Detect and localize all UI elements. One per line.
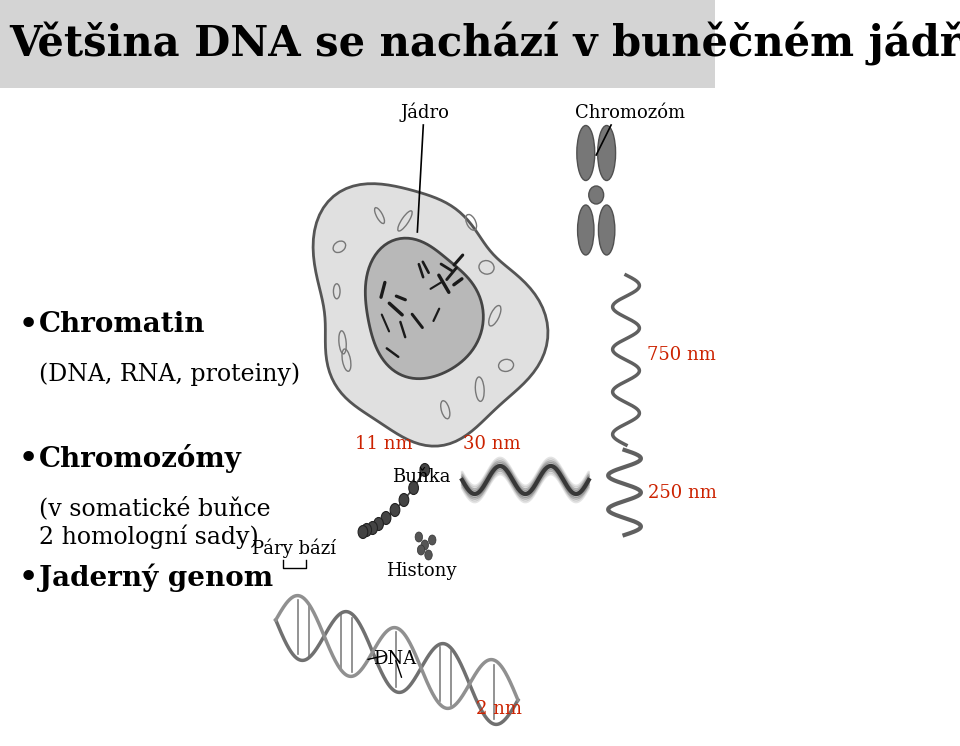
Text: Jaderný genom: Jaderný genom — [38, 564, 273, 592]
Text: •: • — [18, 442, 39, 476]
Ellipse shape — [390, 504, 399, 516]
Text: (v somatické buňce
2 homologní sady): (v somatické buňce 2 homologní sady) — [38, 497, 271, 549]
Text: 11 nm: 11 nm — [355, 435, 413, 453]
Ellipse shape — [428, 535, 436, 545]
Ellipse shape — [373, 518, 383, 530]
Text: 750 nm: 750 nm — [647, 346, 716, 364]
Polygon shape — [366, 238, 483, 379]
Ellipse shape — [362, 524, 372, 536]
Polygon shape — [313, 184, 548, 446]
Text: •: • — [18, 307, 39, 342]
Text: 2 nm: 2 nm — [476, 700, 522, 718]
Ellipse shape — [381, 512, 391, 524]
Ellipse shape — [577, 125, 594, 181]
Ellipse shape — [420, 463, 430, 477]
Text: Páry bází: Páry bází — [252, 539, 336, 558]
Text: Chromozómy: Chromozómy — [38, 445, 242, 473]
Text: •: • — [18, 561, 39, 595]
Ellipse shape — [598, 205, 614, 255]
Ellipse shape — [418, 545, 424, 555]
Text: Chromozóm: Chromozóm — [575, 104, 684, 122]
Ellipse shape — [399, 494, 409, 507]
Text: (DNA, RNA, proteiny): (DNA, RNA, proteiny) — [38, 363, 300, 386]
Ellipse shape — [598, 125, 615, 181]
Ellipse shape — [424, 550, 432, 560]
Ellipse shape — [421, 540, 428, 550]
Ellipse shape — [588, 186, 604, 204]
Ellipse shape — [409, 481, 419, 495]
Ellipse shape — [578, 205, 594, 255]
Text: 30 nm: 30 nm — [463, 435, 520, 453]
Text: Jádro: Jádro — [400, 102, 449, 122]
Text: Buňka: Buňka — [392, 468, 450, 486]
Bar — [0, 0, 715, 88]
Text: 250 nm: 250 nm — [648, 484, 717, 502]
Ellipse shape — [358, 525, 368, 539]
Text: Histony: Histony — [386, 562, 456, 580]
Ellipse shape — [415, 532, 422, 542]
Text: Většina DNA se nachází v buněčném jádře: Většina DNA se nachází v buněčném jádře — [9, 22, 960, 66]
Ellipse shape — [368, 521, 377, 534]
Text: DNA: DNA — [373, 650, 417, 668]
Text: Chromatin: Chromatin — [38, 311, 205, 338]
